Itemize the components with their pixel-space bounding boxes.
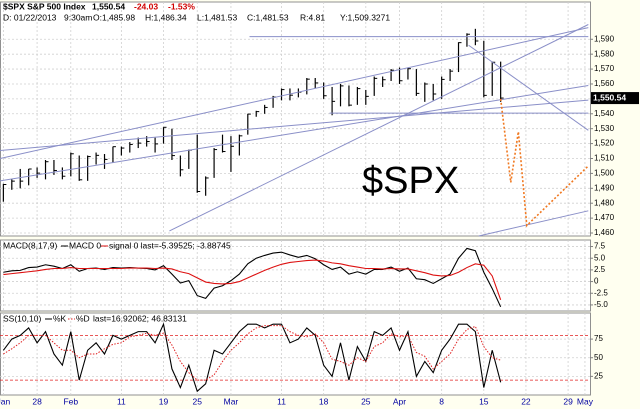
x-tick-label: 25 <box>361 396 371 406</box>
y-tick-label: 1,530 <box>594 124 615 133</box>
legend-note: signal 0 last=-5.39525; -3.88745 <box>109 240 231 250</box>
x-tick-label: Mar <box>224 396 239 406</box>
x-tick-label: 8 <box>439 396 444 406</box>
y-tick-label: 1,590 <box>594 34 615 43</box>
y-tick-label: 1,560 <box>594 79 615 88</box>
projection-line <box>499 98 589 228</box>
y-tick-label: 1,570 <box>594 64 615 73</box>
x-tick-label: 18 <box>319 396 329 406</box>
series-line <box>3 325 501 381</box>
x-tick-label: 11 <box>277 396 286 406</box>
macd-header: MACD(8,17,9) MACD 0 signal 0 last=-5.395… <box>3 240 231 250</box>
last-value-box <box>591 92 639 105</box>
legend-entry: %K <box>53 313 67 323</box>
y-tick-label: 75 <box>594 334 603 343</box>
y-tick-label: 1,580 <box>594 49 615 58</box>
info-range: R:4.81 <box>300 12 325 22</box>
trendline <box>478 210 589 237</box>
x-tick-label: 15 <box>479 396 489 406</box>
y-tick-label: 1,460 <box>594 228 615 237</box>
y-tick-label: 1,500 <box>594 169 615 178</box>
trendline <box>169 24 589 232</box>
x-tick-label: 22 <box>521 396 531 406</box>
legend-entry: %D <box>76 313 90 323</box>
series-line <box>2 322 502 393</box>
y-tick-label: 7.5 <box>594 242 606 251</box>
price-panel <box>0 1 591 237</box>
last-price: 1,550.54 <box>92 1 125 11</box>
info-close: C:1,481.53 <box>247 12 289 22</box>
x-tick-label: Jan <box>0 396 10 406</box>
x-tick-label: 28 <box>32 396 42 406</box>
x-tick-label: 19 <box>159 396 169 406</box>
macd-title: MACD(8,17,9) <box>3 240 57 250</box>
y-tick-label: 2.5 <box>594 265 606 274</box>
x-tick-label: 29 <box>563 396 573 406</box>
info-open: O:1,485.98 <box>93 12 135 22</box>
x-tick-label: Apr <box>393 396 406 406</box>
y-tick-label: 1,490 <box>594 183 615 192</box>
y-tick-label: -2.5 <box>594 288 608 297</box>
ss-header: SS(10,10) %K %D last=16.92062; 46.83131 <box>3 313 187 323</box>
x-tick-label: 11 <box>117 396 126 406</box>
info-low: L:1,481.53 <box>197 12 237 22</box>
annotation: $SPX <box>362 160 459 202</box>
header: $SPX S&P 500 Index 1,550.54 -24.03 -1.53… <box>3 1 459 202</box>
y-tick-label: 1,470 <box>594 213 615 222</box>
info-date: D: 01/22/2013 <box>3 12 57 22</box>
x-tick-label: Feb <box>63 396 78 406</box>
y-tick-label: 0 <box>594 277 599 286</box>
mark-layer <box>0 24 590 393</box>
y-tick-label: 1,480 <box>594 198 615 207</box>
trendline <box>0 99 589 151</box>
change: -24.03 <box>134 1 158 11</box>
x-tick-label: 25 <box>192 396 202 406</box>
trendline <box>0 84 589 182</box>
y-tick-label: 1,520 <box>594 139 615 148</box>
legend-note: last=16.92062; 46.83131 <box>93 313 187 323</box>
grid-layer <box>0 2 590 395</box>
info-y: Y:1,509.3271 <box>340 12 390 22</box>
ss-panel <box>0 312 591 396</box>
trendline <box>468 44 589 131</box>
change-pct: -1.53% <box>168 1 195 11</box>
y-tick-label: 1,540 <box>594 109 615 118</box>
series-line <box>3 259 502 300</box>
y-tick-label: -5.0 <box>594 300 608 309</box>
macd-panel <box>0 239 591 312</box>
y-tick-label: 5.0 <box>594 253 606 262</box>
trendline <box>0 27 589 159</box>
info-high: H:1,486.34 <box>145 12 187 22</box>
x-tick-label: May <box>577 396 594 406</box>
y-tick-label: 50 <box>594 353 603 362</box>
info-time: 9:30am <box>64 12 92 22</box>
last-value-label: 1,550.54 <box>593 92 626 102</box>
y-tick-label: 1,510 <box>594 154 615 163</box>
legend-entry: MACD 0 <box>69 240 101 250</box>
ss-title: SS(10,10) <box>3 313 41 323</box>
symbol-title: $SPX S&P 500 Index <box>3 1 86 11</box>
y-tick-label: 25 <box>594 371 603 380</box>
